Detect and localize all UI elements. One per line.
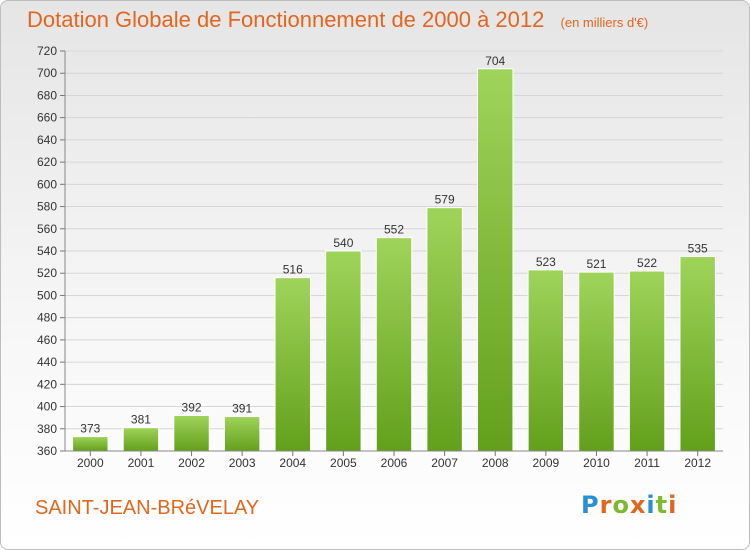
y-tick-label: 500 — [37, 288, 57, 302]
bar-2000 — [72, 436, 109, 452]
y-tick-label: 440 — [37, 355, 57, 369]
x-tick-label-2004: 2004 — [279, 456, 306, 470]
value-label-2009: 523 — [536, 255, 556, 269]
x-tick-label-2005: 2005 — [330, 456, 357, 470]
bar-2006 — [375, 237, 413, 452]
value-label-2003: 391 — [232, 402, 252, 416]
value-label-2001: 381 — [131, 413, 151, 427]
x-tick-label-2010: 2010 — [583, 456, 610, 470]
logo-letter: o — [612, 491, 630, 519]
y-tick-label: 700 — [37, 66, 57, 80]
bar-2001 — [122, 427, 160, 452]
bar-2002 — [173, 414, 210, 452]
proxiti-logo: Proxiti — [581, 491, 677, 519]
value-label-2012: 535 — [688, 242, 708, 256]
x-tick-label-2012: 2012 — [684, 456, 711, 470]
logo-letter: t — [655, 491, 669, 519]
x-tick-label-2001: 2001 — [128, 456, 155, 470]
y-tick-label: 660 — [37, 111, 57, 125]
y-tick-label: 380 — [37, 422, 57, 436]
x-tick-label-2009: 2009 — [532, 456, 559, 470]
y-tick-label: 420 — [37, 377, 57, 391]
value-label-2005: 540 — [333, 236, 353, 250]
bar-2003 — [223, 416, 261, 452]
logo-letter: i — [646, 491, 656, 519]
bar-2008 — [477, 68, 514, 452]
y-tick-label: 520 — [37, 266, 57, 280]
y-tick-label: 720 — [37, 44, 57, 58]
commune-name: SAINT-JEAN-BRéVELAY — [35, 497, 260, 519]
bar-2005 — [325, 250, 362, 452]
y-tick-label: 460 — [37, 333, 57, 347]
x-tick-label-2007: 2007 — [431, 456, 458, 470]
logo-letter: r — [599, 491, 613, 519]
y-tick-label: 680 — [37, 88, 57, 102]
x-tick-label-2008: 2008 — [482, 456, 509, 470]
value-label-2002: 392 — [182, 400, 202, 414]
value-label-2000: 373 — [80, 422, 100, 436]
value-label-2010: 521 — [586, 257, 606, 271]
chart-subtitle: (en milliers d'€) — [560, 15, 649, 30]
y-tick-label: 480 — [37, 311, 57, 325]
x-tick-label-2006: 2006 — [381, 456, 408, 470]
y-tick-label: 360 — [37, 444, 57, 458]
y-tick-label: 640 — [37, 133, 57, 147]
value-label-2007: 579 — [435, 193, 455, 207]
y-tick-label: 560 — [37, 222, 57, 236]
bar-2011 — [628, 270, 666, 452]
bar-2010 — [578, 271, 615, 452]
chart-title-block: Dotation Globale de Fonctionnement de 20… — [27, 7, 648, 33]
logo-letter: P — [581, 491, 600, 519]
bar-2009 — [527, 269, 565, 452]
x-tick-label-2011: 2011 — [634, 456, 660, 470]
value-label-2011: 522 — [637, 256, 657, 270]
value-label-2004: 516 — [283, 263, 303, 277]
y-tick-label: 580 — [37, 200, 57, 214]
y-tick-label: 540 — [37, 244, 57, 258]
y-tick-label: 620 — [37, 155, 57, 169]
y-tick-label: 600 — [37, 177, 57, 191]
value-label-2008: 704 — [485, 54, 505, 68]
bar-2012 — [679, 256, 716, 452]
value-label-2006: 552 — [384, 223, 404, 237]
logo-letter: x — [629, 491, 647, 519]
y-tick-label: 400 — [37, 400, 57, 414]
logo-letter: i — [668, 491, 678, 519]
x-tick-label-2002: 2002 — [178, 456, 205, 470]
bar-2004 — [274, 277, 311, 452]
x-tick-label-2003: 2003 — [229, 456, 256, 470]
chart-title: Dotation Globale de Fonctionnement de 20… — [27, 7, 545, 32]
bar-2007 — [426, 207, 463, 452]
x-tick-label-2000: 2000 — [77, 456, 104, 470]
